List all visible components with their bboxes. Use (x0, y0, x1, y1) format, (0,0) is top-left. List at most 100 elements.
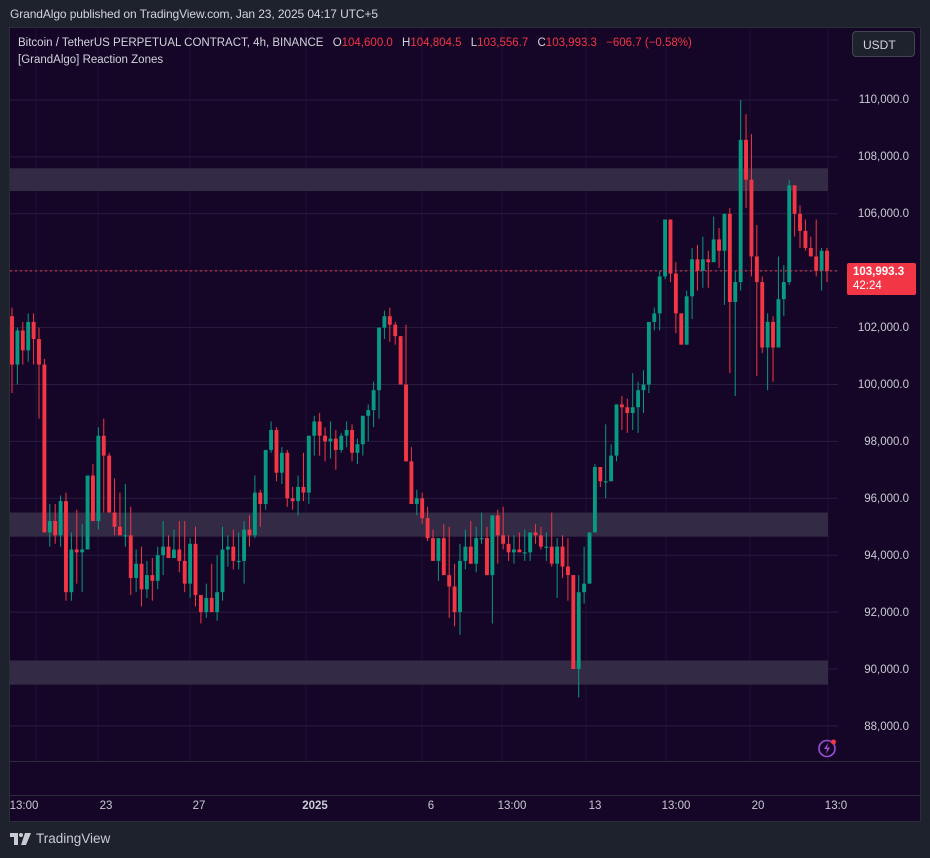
time-axis[interactable]: 13:00 23 27 2025 6 13:00 13 13:00 20 13:… (10, 796, 922, 822)
candle-body (20, 330, 25, 351)
candle-body (717, 239, 721, 251)
legend-open-label: O (332, 37, 342, 49)
legend-close-value: 103,993.3 (545, 37, 597, 49)
candle-body (441, 538, 446, 576)
candle-body (279, 452, 284, 473)
candle-body (560, 546, 565, 567)
candle-body (431, 538, 435, 561)
time-tick: 2025 (302, 800, 328, 812)
candle-body (150, 575, 155, 581)
candle-body (690, 259, 695, 297)
candle-body (387, 316, 392, 325)
candle-body (814, 256, 819, 271)
candle-body (258, 492, 263, 504)
candle-body (215, 592, 220, 613)
time-tick: 13:00 (661, 800, 691, 812)
time-axis-separator (10, 795, 920, 796)
chart-pane[interactable] (10, 28, 838, 761)
candle-body (706, 259, 711, 263)
price-tick: 92,000.0 (864, 607, 909, 619)
candle-body (641, 384, 646, 391)
candle-body (53, 521, 58, 536)
price-tick: 88,000.0 (864, 721, 909, 733)
candle-body (344, 430, 349, 436)
candle-body (420, 498, 425, 519)
time-tick: 23 (99, 800, 113, 812)
candle-body (355, 444, 360, 453)
candle-body (754, 256, 759, 283)
candle-body (155, 555, 160, 581)
currency-button[interactable]: USDT (852, 31, 915, 57)
time-tick: 27 (192, 800, 206, 812)
candle-body (571, 575, 576, 669)
candle-body (738, 139, 743, 283)
candle-body (37, 338, 41, 365)
tradingview-logo-icon (10, 832, 31, 845)
candle-body (236, 560, 241, 563)
candle-body (64, 501, 68, 593)
candle-body (96, 435, 101, 522)
lightning-alert-icon[interactable] (817, 738, 837, 758)
candle-body (744, 139, 748, 180)
candle-body (409, 461, 414, 504)
legend-open-value: 104,600.0 (341, 37, 393, 49)
candle-body (382, 316, 387, 328)
candle-body (684, 296, 689, 345)
legend-low-value: 103,556.7 (477, 37, 529, 49)
candle-body (808, 247, 813, 257)
candle-body (323, 435, 327, 442)
pane-separator (10, 761, 920, 762)
candle-body (825, 250, 829, 271)
candle-body (798, 213, 802, 231)
legend-close-label: C (537, 37, 546, 49)
publisher-line: GrandAlgo published on TradingView.com, … (10, 7, 378, 21)
candle-body (765, 321, 770, 348)
candle-body (333, 438, 338, 450)
legend-indicator[interactable]: [GrandAlgo] Reaction Zones (18, 54, 164, 66)
candle-body (695, 259, 700, 271)
candle-body (528, 532, 533, 553)
legend-ohlc-row: Bitcoin / TetherUS PERPETUAL CONTRACT, 4… (18, 35, 692, 52)
candle-body (485, 538, 489, 576)
candle-body (458, 560, 462, 613)
candle-body (517, 549, 522, 553)
candle-body (646, 321, 651, 385)
candlestick-chart[interactable] (10, 28, 838, 761)
candle-body (468, 546, 473, 564)
candle-body (15, 330, 20, 365)
candle-body (198, 595, 203, 613)
candle-body (603, 481, 608, 483)
candle-body (263, 449, 268, 504)
candle-body (727, 213, 732, 302)
candle-body (242, 529, 247, 561)
legend-low-label: L (470, 37, 478, 49)
candle-body (792, 185, 797, 214)
candle-body (339, 435, 344, 450)
candle-body (663, 219, 668, 277)
legend-symbol[interactable]: Bitcoin / TetherUS PERPETUAL CONTRACT, 4… (18, 37, 324, 49)
candle-body (80, 549, 85, 553)
candle-body (85, 475, 90, 550)
legend-high-value: 104,804.5 (410, 37, 462, 49)
time-tick: 13:0 (824, 800, 848, 812)
candle-body (771, 321, 775, 348)
time-tick: 20 (751, 800, 765, 812)
candle-body (144, 575, 149, 590)
candle-body (711, 239, 716, 263)
candle-body (722, 213, 727, 251)
candle-body (668, 219, 673, 274)
candle-body (479, 538, 484, 540)
candle-body (512, 549, 516, 553)
candle-body (166, 546, 171, 559)
candle-body (803, 230, 808, 248)
candle-body (247, 529, 252, 536)
price-tick: 96,000.0 (864, 493, 909, 505)
candle-body (700, 259, 705, 271)
price-tick: 106,000.0 (857, 208, 909, 220)
candle-body (301, 486, 306, 493)
price-axis[interactable]: 110,000.0 108,000.0 106,000.0 102,000.0 … (838, 28, 920, 761)
candle-body (274, 430, 279, 473)
candle-body (506, 543, 511, 553)
candle-body (123, 535, 128, 537)
candle-body (549, 546, 554, 564)
